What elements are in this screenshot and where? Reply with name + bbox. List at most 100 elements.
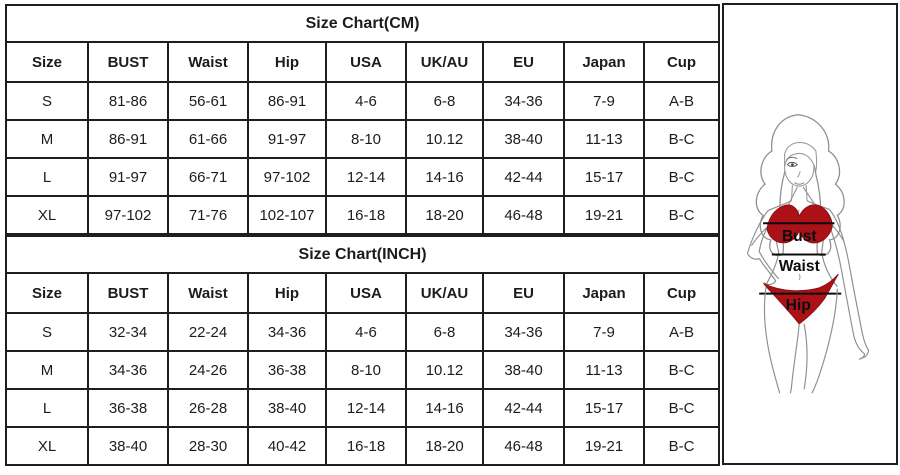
column-header: Japan	[563, 41, 645, 83]
table-cell: 10.12	[405, 350, 484, 390]
bikini-bottom	[762, 273, 839, 325]
table-cell: 97-102	[87, 195, 169, 235]
table-cell: 7-9	[563, 81, 645, 121]
table-row: S 81-86 56-61 86-91 4-6 6-8 34-36 7-9 A-B	[5, 81, 721, 121]
legs	[763, 286, 838, 394]
table-cell: 81-86	[87, 81, 169, 121]
table-row: L 36-38 26-28 38-40 12-14 14-16 42-44 15-17 B-C	[5, 388, 721, 428]
table-cell: A-B	[642, 312, 721, 352]
table-title: Size Chart(CM)	[4, 4, 721, 43]
table-header-row: Size BUST Waist Hip USA UK/AU EU Japan Cup	[5, 272, 721, 314]
column-header: EU	[482, 41, 565, 83]
table-cell: 32-34	[87, 312, 169, 352]
table-cell: 34-36	[87, 350, 169, 390]
column-header: BUST	[87, 41, 169, 83]
table-cell: 4-6	[325, 312, 407, 352]
table-cell: 18-20	[405, 426, 484, 466]
table-cell: 19-21	[563, 426, 645, 466]
table-cell: 22-24	[167, 312, 249, 352]
table-cell: 46-48	[482, 426, 565, 466]
table-cell: M	[5, 350, 89, 390]
table-cell: 42-44	[482, 388, 565, 428]
bikini-straps	[750, 186, 845, 247]
column-header: Hip	[247, 272, 327, 314]
eyebrow	[786, 156, 798, 161]
table-cell: 11-13	[563, 350, 645, 390]
table-cell: 14-16	[405, 157, 484, 197]
table-cell: 16-18	[325, 195, 407, 235]
table-title-row: Size Chart(CM)	[4, 4, 721, 43]
table-cell: 34-36	[482, 81, 565, 121]
column-header: UK/AU	[405, 41, 484, 83]
measurement-figure-panel: Bust Waist Hip	[722, 3, 898, 465]
table-cell: B-C	[642, 195, 721, 235]
table-cell: XL	[5, 426, 89, 466]
column-header: USA	[325, 41, 407, 83]
pupil	[791, 163, 794, 166]
table-cell: 12-14	[325, 388, 407, 428]
column-header: USA	[325, 272, 407, 314]
table-cell: 26-28	[167, 388, 249, 428]
mouth	[794, 182, 805, 185]
table-cell: 19-21	[563, 195, 645, 235]
table-cell: 40-42	[247, 426, 327, 466]
woman-measurement-illustration: Bust Waist Hip	[746, 114, 870, 394]
table-row: M 86-91 61-66 91-97 8-10 10.12 38-40 11-13 B-C	[5, 119, 721, 159]
table-cell: 14-16	[405, 388, 484, 428]
table-cell: 10.12	[405, 119, 484, 159]
hip-label: Hip	[786, 297, 811, 314]
column-header: Size	[5, 41, 89, 83]
table-cell: 34-36	[247, 312, 327, 352]
column-header: Waist	[167, 41, 249, 83]
column-header: Japan	[563, 272, 645, 314]
column-header: Cup	[642, 41, 721, 83]
table-cell: B-C	[642, 426, 721, 466]
table-cell: 4-6	[325, 81, 407, 121]
table-cell: 34-36	[482, 312, 565, 352]
table-cell: 6-8	[405, 81, 484, 121]
table-cell: 46-48	[482, 195, 565, 235]
nose	[796, 171, 801, 178]
table-cell: B-C	[642, 350, 721, 390]
table-row: S 32-34 22-24 34-36 4-6 6-8 34-36 7-9 A-B	[5, 312, 721, 352]
table-header-row: Size BUST Waist Hip USA UK/AU EU Japan Cup	[5, 41, 721, 83]
column-header: Cup	[642, 272, 721, 314]
table-cell: 36-38	[247, 350, 327, 390]
table-cell: 66-71	[167, 157, 249, 197]
column-header: Hip	[247, 41, 327, 83]
column-header: UK/AU	[405, 272, 484, 314]
table-cell: 18-20	[405, 195, 484, 235]
table-cell: 91-97	[87, 157, 169, 197]
size-tables: Size Chart(CM) Size BUST Waist Hip USA UK/AU EU…	[4, 4, 721, 466]
table-cell: 12-14	[325, 157, 407, 197]
table-cell: L	[5, 157, 89, 197]
table-cell: 15-17	[563, 388, 645, 428]
table-cell: S	[5, 312, 89, 352]
table-row: XL 97-102 71-76 102-107 16-18 18-20 46-48 19-21…	[5, 195, 721, 235]
table-cell: 38-40	[482, 350, 565, 390]
table-cell: 71-76	[167, 195, 249, 235]
column-header: Waist	[167, 272, 249, 314]
table-cell: 91-97	[247, 119, 327, 159]
table-cell: 8-10	[325, 350, 407, 390]
table-cell: 16-18	[325, 426, 407, 466]
table-cell: 6-8	[405, 312, 484, 352]
table-cell: 38-40	[87, 426, 169, 466]
table-cell: 38-40	[482, 119, 565, 159]
table-cell: 61-66	[167, 119, 249, 159]
table-cell: A-B	[642, 81, 721, 121]
table-cell: B-C	[642, 388, 721, 428]
column-header: BUST	[87, 272, 169, 314]
table-title-row: Size Chart(INCH)	[4, 235, 721, 274]
table-row: XL 38-40 28-30 40-42 16-18 18-20 46-48 19-21 B-C	[5, 426, 721, 466]
column-header: Size	[5, 272, 89, 314]
table-cell: 38-40	[247, 388, 327, 428]
table-cell: 86-91	[247, 81, 327, 121]
table-row: M 34-36 24-26 36-38 8-10 10.12 38-40 11-13 B-C	[5, 350, 721, 390]
table-cell: 11-13	[563, 119, 645, 159]
table-cell: 7-9	[563, 312, 645, 352]
table-title: Size Chart(INCH)	[4, 235, 721, 274]
table-cell: 28-30	[167, 426, 249, 466]
table-cell: B-C	[642, 119, 721, 159]
size-chart-inch-table: Size Chart(INCH) Size BUST Waist Hip USA UK/AU…	[4, 235, 721, 466]
